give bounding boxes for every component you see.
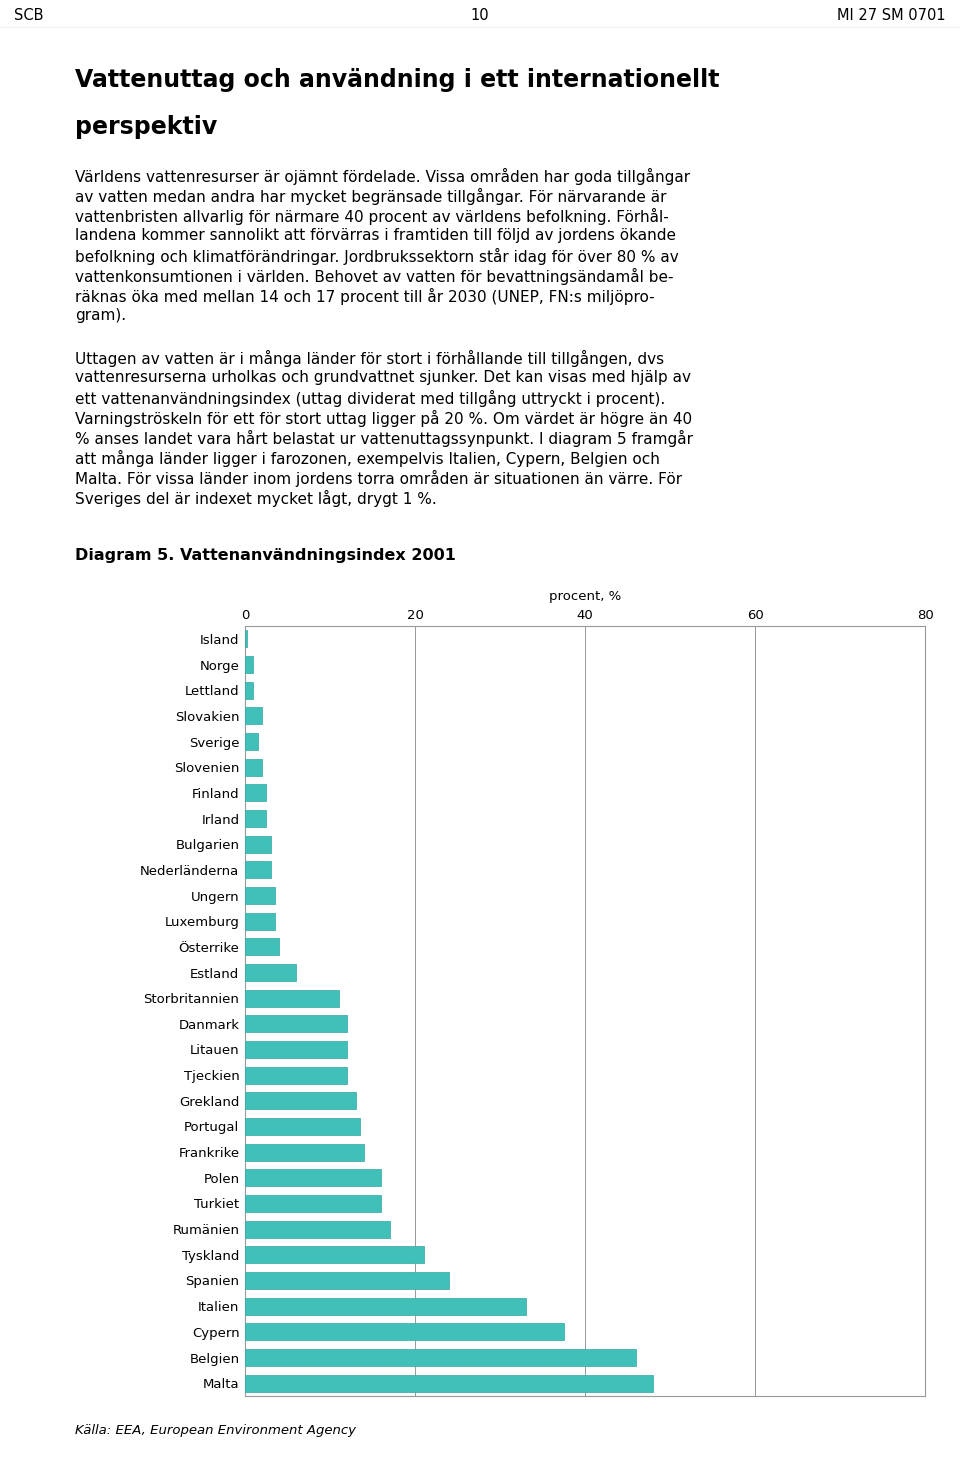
Text: ett vattenanvändningsindex (uttag dividerat med tillgång uttryckt i procent).: ett vattenanvändningsindex (uttag divide… [75, 389, 665, 407]
Bar [245, 631, 247, 647]
Bar [245, 1170, 381, 1186]
Text: procent, %: procent, % [549, 590, 621, 603]
Bar [245, 887, 275, 903]
Bar [245, 1350, 636, 1366]
Text: befolkning och klimatförändringar. Jordbrukssektorn står idag för över 80 % av: befolkning och klimatförändringar. Jordb… [75, 247, 679, 265]
Bar [245, 785, 266, 801]
Text: 10: 10 [470, 7, 490, 23]
Text: av vatten medan andra har mycket begränsade tillgångar. För närvarande är: av vatten medan andra har mycket begräns… [75, 187, 666, 205]
Bar [245, 914, 275, 930]
Text: gram).: gram). [75, 307, 126, 324]
Bar [245, 707, 262, 725]
Bar [245, 938, 279, 955]
Bar [245, 656, 253, 673]
Text: Diagram 5. Vattenanvändningsindex 2001: Diagram 5. Vattenanvändningsindex 2001 [75, 548, 456, 564]
Bar [245, 810, 266, 827]
Bar [245, 1375, 653, 1391]
Text: landena kommer sannolikt att förvärras i framtiden till följd av jordens ökande: landena kommer sannolikt att förvärras i… [75, 228, 676, 243]
Bar [245, 1195, 381, 1212]
Bar [245, 733, 257, 750]
Text: Malta. För vissa länder inom jordens torra områden är situationen än värre. För: Malta. För vissa länder inom jordens tor… [75, 470, 683, 488]
Bar [245, 1323, 564, 1340]
Bar [245, 1118, 360, 1135]
Bar [245, 1272, 449, 1288]
Bar [245, 836, 271, 852]
Text: Varningströskeln för ett för stort uttag ligger på 20 %. Om värdet är högre än 4: Varningströskeln för ett för stort uttag… [75, 410, 692, 427]
Bar [245, 682, 253, 698]
Text: % anses landet vara hårt belastat ur vattenuttagssynpunkt. I diagram 5 framgår: % anses landet vara hårt belastat ur vat… [75, 430, 693, 447]
Text: SCB: SCB [14, 7, 43, 23]
Bar [245, 1246, 423, 1263]
Text: perspektiv: perspektiv [75, 116, 217, 139]
Text: Uttagen av vatten är i många länder för stort i förhållande till tillgången, dvs: Uttagen av vatten är i många länder för … [75, 350, 664, 367]
Bar [245, 1067, 347, 1083]
Bar [245, 1016, 347, 1032]
Text: MI 27 SM 0701: MI 27 SM 0701 [837, 7, 946, 23]
Text: vattenbristen allvarlig för närmare 40 procent av världens befolkning. Förhål-: vattenbristen allvarlig för närmare 40 p… [75, 208, 669, 225]
Text: Sveriges del är indexet mycket lågt, drygt 1 %.: Sveriges del är indexet mycket lågt, dry… [75, 490, 437, 507]
Bar [245, 1041, 347, 1058]
Text: räknas öka med mellan 14 och 17 procent till år 2030 (UNEP, FN:s miljöpro-: räknas öka med mellan 14 och 17 procent … [75, 288, 655, 305]
Text: vattenkonsumtionen i världen. Behovet av vatten för bevattningsändamål be-: vattenkonsumtionen i världen. Behovet av… [75, 268, 674, 285]
Bar [245, 1092, 355, 1110]
Bar [245, 1297, 525, 1315]
Bar [245, 861, 271, 878]
Text: att många länder ligger i farozonen, exempelvis Italien, Cypern, Belgien och: att många länder ligger i farozonen, exe… [75, 449, 660, 467]
Bar [245, 990, 339, 1007]
Text: Vattenuttag och användning i ett internationellt: Vattenuttag och användning i ett interna… [75, 67, 719, 92]
Bar [245, 758, 262, 776]
Text: vattenresurserna urholkas och grundvattnet sjunker. Det kan visas med hjälp av: vattenresurserna urholkas och grundvattn… [75, 370, 691, 385]
Text: Källa: EEA, European Environment Agency: Källa: EEA, European Environment Agency [75, 1424, 356, 1438]
Bar [245, 965, 296, 981]
Bar [245, 1221, 390, 1237]
Bar [245, 1143, 364, 1161]
Text: Världens vattenresurser är ojämnt fördelade. Vissa områden har goda tillgångar: Världens vattenresurser är ojämnt fördel… [75, 168, 690, 184]
